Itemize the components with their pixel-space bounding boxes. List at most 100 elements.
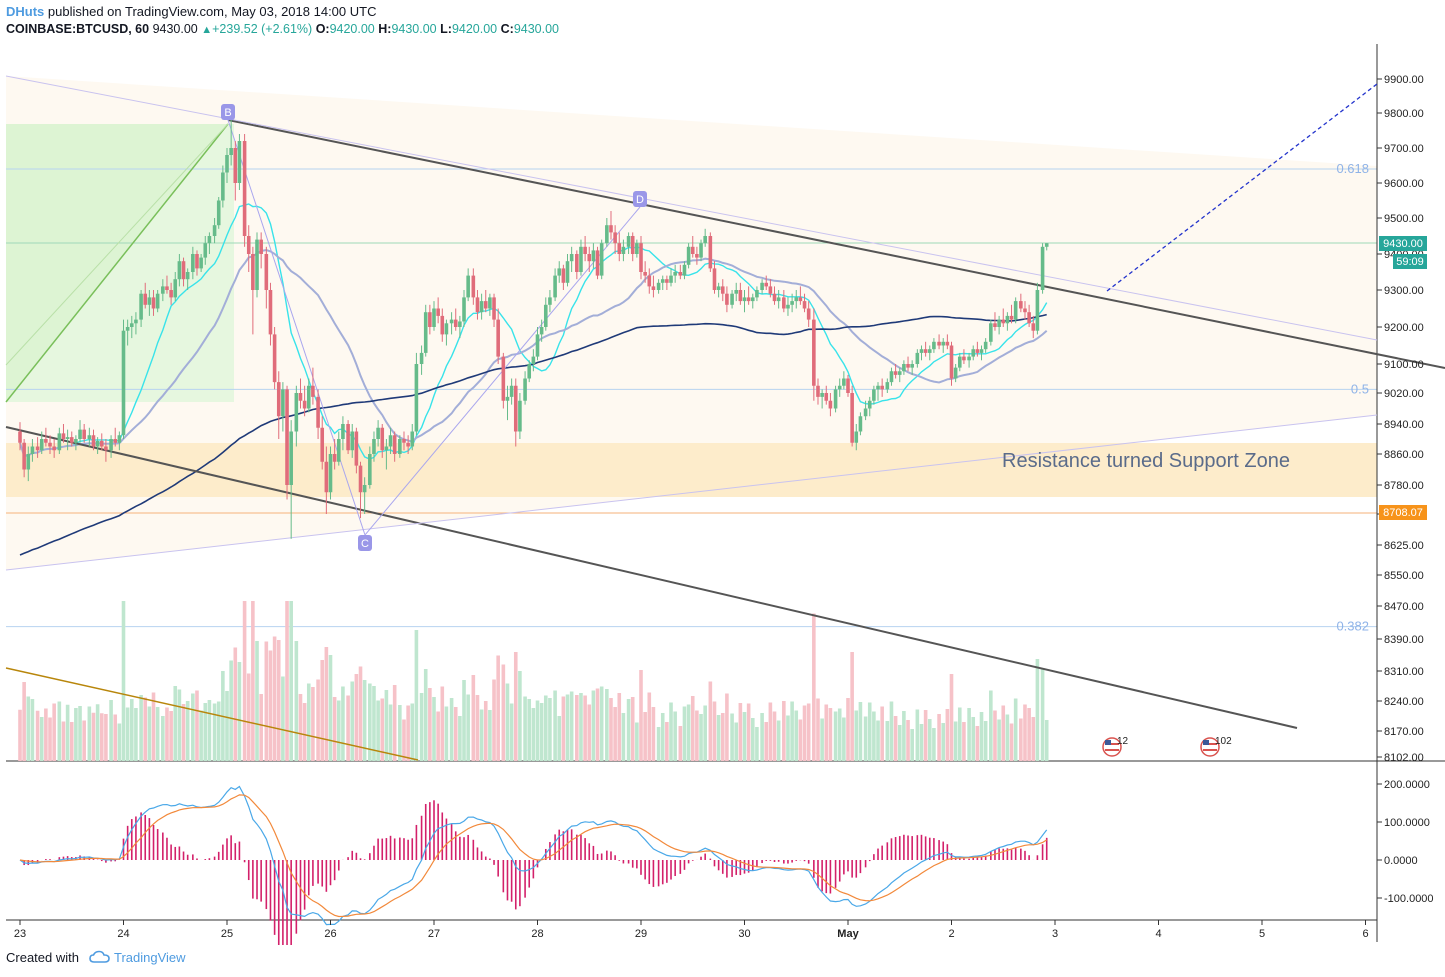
time-tick-label: 5 [1259, 928, 1265, 940]
volume-bar [428, 688, 432, 761]
volume-bar [889, 701, 894, 761]
time-tick-label: May [837, 928, 859, 940]
candle-body [199, 257, 203, 269]
candle-body [772, 293, 777, 302]
volume-bar [1040, 668, 1045, 761]
volume-bar [690, 696, 695, 761]
fib-label: 0.618 [1336, 161, 1369, 176]
volume-bar [392, 685, 397, 761]
symbol-label[interactable]: COINBASE:BTCUSD, 60 [6, 22, 150, 36]
volume-bar [281, 676, 285, 761]
volume-bar [372, 686, 376, 761]
candle-body [927, 349, 932, 353]
macd-panel [19, 783, 1382, 945]
candle-body [143, 293, 148, 305]
volume-bar [1009, 723, 1014, 761]
volume-bar [207, 700, 212, 761]
signal-line [19, 794, 1048, 918]
volume-bar [458, 716, 462, 761]
candle-body [237, 141, 242, 183]
candle-body [962, 356, 966, 361]
candle-body [419, 352, 424, 364]
candle-body [402, 439, 406, 443]
volume-bar [488, 710, 492, 761]
candle-body [155, 293, 160, 309]
volume-bar [169, 711, 173, 761]
volume-bar [195, 690, 199, 761]
volume-bar [233, 647, 238, 761]
candle-body [272, 334, 277, 383]
candle-body [708, 236, 713, 269]
volume-bar [850, 652, 854, 761]
volume-bar [57, 701, 62, 761]
volume-bar [915, 709, 920, 761]
volume-bar [750, 718, 755, 761]
candle-body [782, 297, 786, 309]
close-value: 9430.00 [513, 22, 559, 36]
volume-bar [880, 706, 884, 761]
volume-bar [764, 722, 769, 761]
volume-bar [436, 711, 440, 761]
volume-bar [712, 701, 717, 761]
volume-bar [583, 695, 587, 761]
volume-bar [923, 710, 928, 761]
candle-body [251, 254, 255, 290]
candle-body [513, 385, 518, 432]
tradingview-link[interactable]: TradingView [88, 950, 186, 965]
candle-body [734, 290, 739, 294]
volume-bar [251, 601, 255, 761]
candle-body [276, 382, 281, 417]
candle-body [82, 429, 86, 439]
fan-upper [5, 75, 1378, 341]
price-tick-label: 8240.00 [1384, 696, 1424, 708]
candle-body [565, 261, 570, 283]
volume-bar [639, 670, 643, 761]
volume-bar [979, 712, 984, 761]
volume-bar [798, 719, 803, 761]
volume-bar [531, 708, 536, 761]
volume-bar [1019, 718, 1023, 761]
volume-bar [380, 698, 385, 761]
volume-bar [69, 722, 74, 761]
candle-body [605, 225, 609, 244]
time-tick-label: 27 [428, 928, 440, 940]
candle-body [609, 225, 613, 233]
candle-body [358, 465, 363, 493]
author-link[interactable]: DHuts [6, 4, 45, 19]
pattern-badge [633, 191, 647, 207]
volume-bar [945, 709, 950, 761]
candle-body [444, 323, 449, 335]
volume-bar [147, 706, 152, 761]
candle-body [617, 243, 622, 254]
volume-bar [18, 709, 22, 761]
candle-body [872, 389, 876, 401]
price-chart[interactable]: 9900.009800.009700.009600.009500.009400.… [0, 0, 1445, 945]
volume-bar [983, 721, 988, 761]
flag-icon-canton [1203, 740, 1209, 745]
candle-body [1009, 315, 1014, 320]
pattern-badge-label: B [224, 107, 231, 119]
candle-body [165, 286, 169, 290]
volume-bar [259, 694, 263, 761]
candle-body [824, 393, 829, 401]
candle-body [971, 349, 976, 357]
volume-bar [444, 706, 449, 761]
candle-body [57, 433, 62, 451]
volume-bar [665, 722, 669, 761]
candle-body [906, 364, 910, 368]
volume-bar [786, 715, 790, 761]
volume-bar [673, 711, 677, 761]
candle-body [221, 172, 225, 201]
candle-body [941, 341, 946, 346]
volume-bar [716, 715, 721, 761]
volume-bar [609, 698, 613, 761]
candle-body [320, 427, 325, 462]
candle-body [858, 416, 863, 432]
volume-bar [561, 696, 566, 761]
volume-bar [298, 694, 303, 761]
volume-bar [466, 694, 470, 761]
chart-labels: 9430.00 59:09 8708.07 0.618 0.5 0.382 B C D Resis… [221, 104, 1427, 757]
volume-bar [518, 671, 522, 761]
volume-bar [143, 697, 148, 761]
candle-body [177, 261, 182, 280]
